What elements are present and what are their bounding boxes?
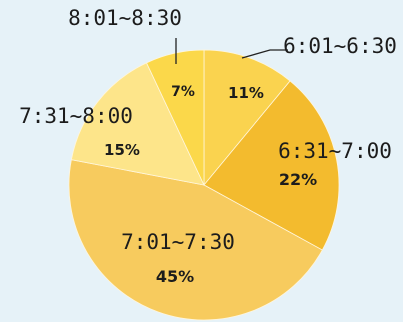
slice-time-label-5: 8:01~8:30 <box>68 6 182 30</box>
slice-percent-label-4: 15% <box>104 141 140 159</box>
slice-time-label-2: 6:31~7:00 <box>278 139 392 163</box>
pie-slices <box>68 49 340 321</box>
slice-percent-label-3: 45% <box>156 267 194 286</box>
slice-percent-label-1: 11% <box>228 84 264 102</box>
leader-line-1 <box>241 49 288 59</box>
leader-lines <box>175 38 288 64</box>
pie-slice-5 <box>145 49 205 186</box>
slice-time-label-4: 7:31~8:00 <box>19 104 133 128</box>
slice-labels: 6:01~6:30 11% 6:31~7:00 22% 7:01~7:30 45% 7:31… <box>19 6 397 286</box>
slice-percent-label-5: 7% <box>171 84 195 100</box>
slice-time-label-3: 7:01~7:30 <box>121 230 235 254</box>
pie-slice-3 <box>68 159 323 321</box>
pie-slice-4 <box>70 62 205 186</box>
slice-time-label-1: 6:01~6:30 <box>283 34 397 58</box>
slice-percent-label-2: 22% <box>279 170 317 189</box>
pie-slice-1 <box>203 49 291 187</box>
pie-slice-2 <box>203 80 340 251</box>
